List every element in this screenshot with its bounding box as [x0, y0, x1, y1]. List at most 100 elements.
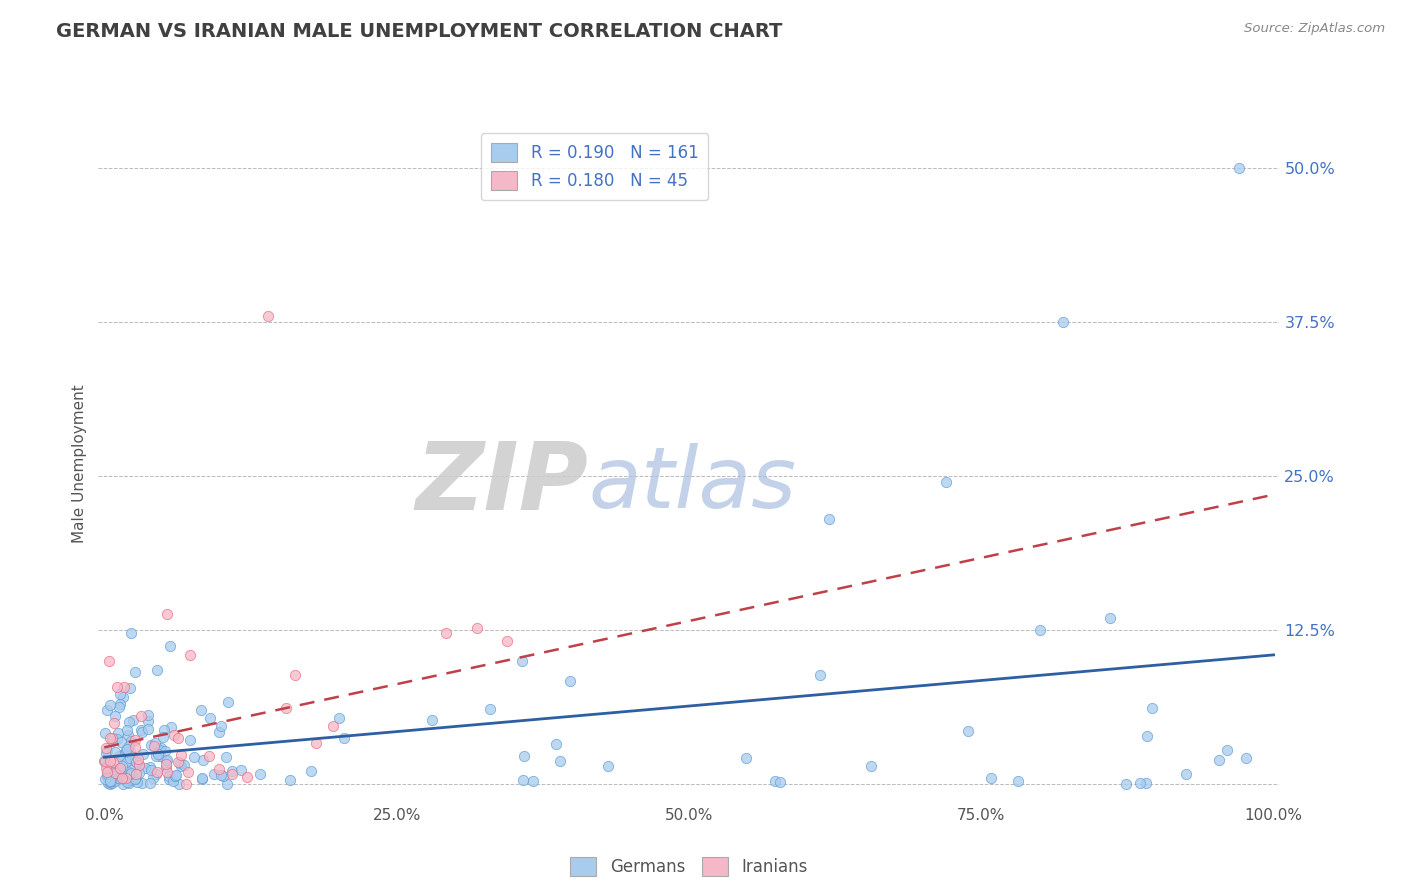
Point — [118, 767, 141, 781]
Point — [139, 738, 162, 752]
Point — [191, 753, 214, 767]
Point — [734, 751, 756, 765]
Point — [128, 758, 150, 772]
Point — [546, 737, 568, 751]
Point — [107, 731, 129, 746]
Point — [167, 731, 190, 745]
Point — [125, 767, 148, 781]
Point — [96, 766, 118, 780]
Point — [131, 776, 153, 790]
Point — [215, 777, 238, 791]
Point — [167, 777, 190, 791]
Point — [108, 761, 131, 775]
Point — [146, 664, 169, 678]
Point — [121, 749, 143, 764]
Point — [104, 766, 127, 780]
Point — [93, 754, 115, 768]
Point — [118, 750, 141, 764]
Point — [96, 770, 118, 784]
Point — [980, 771, 1002, 785]
Point — [121, 713, 143, 727]
Point — [96, 776, 118, 790]
Point — [512, 654, 534, 668]
Point — [103, 716, 125, 731]
Point — [179, 733, 201, 747]
Text: Source: ZipAtlas.com: Source: ZipAtlas.com — [1244, 22, 1385, 36]
Point — [118, 715, 141, 730]
Point — [104, 764, 127, 778]
Legend: Germans, Iranians: Germans, Iranians — [562, 850, 815, 882]
Point — [139, 776, 162, 790]
Point — [163, 728, 186, 742]
Point — [560, 674, 582, 689]
Point — [112, 776, 135, 790]
Point — [1115, 777, 1137, 791]
Point — [118, 745, 141, 759]
Point — [208, 762, 231, 776]
Point — [935, 475, 957, 490]
Point — [167, 755, 190, 769]
Point — [198, 711, 221, 725]
Point — [209, 768, 232, 782]
Point — [100, 774, 122, 789]
Point — [124, 772, 146, 786]
Point — [98, 731, 121, 746]
Point — [202, 767, 225, 781]
Point — [149, 749, 172, 764]
Point — [146, 747, 169, 761]
Point — [162, 773, 184, 788]
Point — [118, 776, 141, 790]
Point — [763, 773, 786, 788]
Point — [101, 731, 124, 746]
Point — [112, 680, 135, 694]
Point — [136, 722, 159, 736]
Point — [94, 726, 117, 740]
Point — [124, 733, 146, 747]
Point — [257, 309, 280, 323]
Point — [496, 634, 519, 648]
Point — [1136, 729, 1159, 743]
Point — [124, 771, 146, 785]
Point — [117, 728, 139, 742]
Point — [322, 719, 344, 733]
Point — [129, 709, 152, 723]
Point — [111, 769, 134, 783]
Point — [98, 775, 121, 789]
Point — [221, 767, 243, 781]
Text: GERMAN VS IRANIAN MALE UNEMPLOYMENT CORRELATION CHART: GERMAN VS IRANIAN MALE UNEMPLOYMENT CORR… — [56, 22, 783, 41]
Point — [209, 719, 232, 733]
Point — [120, 766, 142, 780]
Point — [169, 756, 191, 770]
Point — [217, 695, 239, 709]
Point — [108, 748, 131, 763]
Point — [115, 773, 138, 788]
Point — [115, 723, 138, 738]
Point — [231, 763, 253, 777]
Point — [93, 754, 115, 768]
Point — [1098, 611, 1121, 625]
Point — [125, 772, 148, 786]
Point — [105, 771, 128, 785]
Point — [93, 772, 115, 787]
Point — [115, 775, 138, 789]
Point — [1029, 624, 1052, 638]
Point — [808, 667, 831, 681]
Point — [956, 724, 979, 739]
Point — [859, 759, 882, 773]
Point — [212, 769, 235, 783]
Point — [108, 763, 131, 777]
Point — [198, 748, 221, 763]
Point — [104, 773, 127, 788]
Point — [115, 755, 138, 769]
Point — [153, 723, 176, 737]
Point — [159, 769, 181, 783]
Point — [176, 777, 198, 791]
Point — [101, 776, 124, 790]
Point — [1216, 742, 1239, 756]
Point — [548, 754, 571, 768]
Y-axis label: Male Unemployment: Male Unemployment — [72, 384, 87, 543]
Point — [818, 512, 841, 526]
Point — [150, 740, 173, 755]
Point — [98, 774, 121, 789]
Point — [131, 747, 153, 761]
